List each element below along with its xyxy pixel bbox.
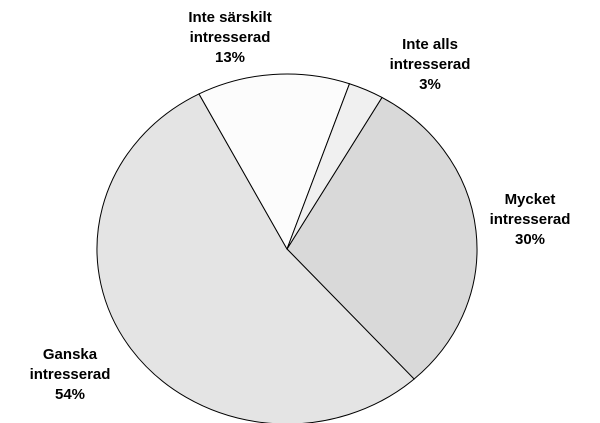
category-label: Mycket intresserad <box>489 191 571 228</box>
category-label: Ganska intresserad <box>29 346 111 383</box>
value-label: 3% <box>419 76 441 93</box>
slice-label: Inte särskilt intresserad 13% <box>160 8 300 68</box>
slice-label: Inte alls intresserad 3% <box>372 35 488 95</box>
slice-label: Mycket intresserad 30% <box>478 190 582 250</box>
value-label: 13% <box>214 49 246 66</box>
category-label: Inte alls intresserad <box>389 36 471 73</box>
value-label: 30% <box>514 231 546 248</box>
pie-slice <box>198 73 351 251</box>
value-label: 54% <box>54 386 86 403</box>
pie-slice <box>286 83 383 250</box>
category-label: Inte särskilt intresserad <box>188 9 272 46</box>
slice-label: Ganska intresserad 54% <box>10 345 130 405</box>
pie-slice <box>96 93 415 423</box>
pie-slice <box>286 96 478 380</box>
